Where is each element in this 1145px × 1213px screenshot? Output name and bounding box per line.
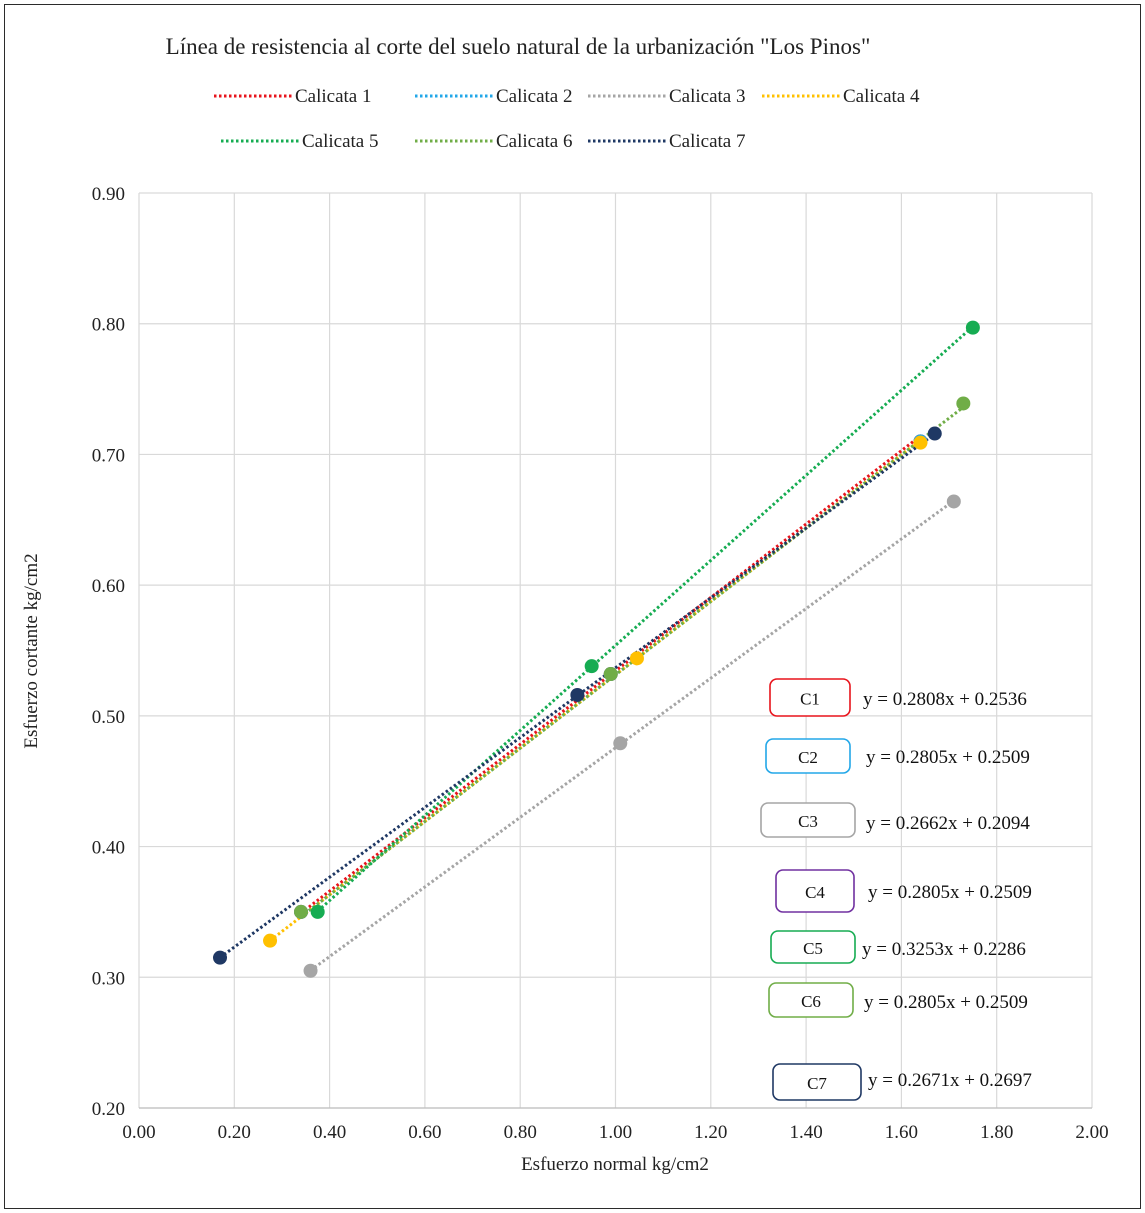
data-point [946, 494, 961, 509]
equation-box-label: C6 [801, 992, 821, 1011]
y-tick-label: 0.20 [92, 1099, 125, 1120]
data-point [310, 904, 325, 919]
data-point [913, 435, 928, 450]
legend: Calicata 1 Calicata 2 Calicata 3 Calicata 4… [214, 86, 920, 152]
chart-title: Línea de resistencia al corte del suelo … [166, 34, 871, 59]
equation-text: y = 0.3253x + 0.2286 [862, 939, 1026, 960]
equation-box [768, 982, 854, 1018]
y-tick-label: 0.50 [92, 707, 125, 728]
equation-box-label: C3 [798, 812, 818, 831]
data-point [213, 950, 228, 965]
x-tick-label: 1.80 [980, 1122, 1013, 1143]
x-axis-title: Esfuerzo normal kg/cm2 [521, 1154, 709, 1175]
equation-box [769, 678, 851, 717]
x-tick-label: 1.00 [599, 1122, 632, 1143]
equation-box-label: C1 [800, 690, 820, 709]
data-point [613, 736, 628, 751]
x-tick-label: 0.00 [122, 1122, 155, 1143]
equation-box-label: C4 [805, 883, 825, 902]
x-tick-label: 0.80 [504, 1122, 537, 1143]
legend-label: Calicata 7 [669, 131, 746, 152]
x-tick-label: 1.40 [789, 1122, 822, 1143]
grid [138, 192, 1093, 1109]
legend-label: Calicata 4 [843, 86, 920, 107]
equation-text: y = 0.2805x + 0.2509 [868, 882, 1032, 903]
equation-box-label: C5 [803, 939, 823, 958]
legend-label: Calicata 2 [496, 86, 573, 107]
data-point [965, 320, 980, 335]
data-point [956, 396, 971, 411]
equation-box [775, 869, 855, 913]
x-tick-label: 0.20 [218, 1122, 251, 1143]
equation-text: y = 0.2671x + 0.2697 [868, 1070, 1032, 1091]
data-points [213, 320, 980, 978]
data-point [629, 651, 644, 666]
y-tick-label: 0.60 [92, 576, 125, 597]
data-point [294, 904, 309, 919]
equation-box [760, 802, 856, 838]
data-point [570, 687, 585, 702]
trend-lines [219, 325, 974, 972]
y-tick-label: 0.40 [92, 838, 125, 859]
x-tick-label: 1.60 [885, 1122, 918, 1143]
legend-label: Calicata 3 [669, 86, 746, 107]
y-tick-label: 0.70 [92, 445, 125, 466]
equation-box [770, 930, 856, 964]
x-tick-label: 1.20 [694, 1122, 727, 1143]
data-point [303, 963, 318, 978]
equation-box [772, 1063, 862, 1101]
x-tick-label: 2.00 [1075, 1122, 1108, 1143]
legend-label: Calicata 6 [496, 131, 573, 152]
legend-label: Calicata 1 [295, 86, 372, 107]
y-tick-label: 0.80 [92, 315, 125, 336]
equation-text: y = 0.2805x + 0.2509 [866, 747, 1030, 768]
chart-frame [4, 4, 1141, 1209]
data-point [927, 426, 942, 441]
y-tick-label: 0.30 [92, 968, 125, 989]
y-tick-label: 0.90 [92, 184, 125, 205]
trend-line [309, 499, 955, 972]
x-tick-label: 0.60 [408, 1122, 441, 1143]
trend-line [316, 325, 974, 913]
equation-box-label: C2 [798, 748, 818, 767]
y-axis-ticks: 0.20 0.30 0.40 0.50 0.60 0.70 0.80 0.90 [92, 184, 125, 1120]
equation-text: y = 0.2808x + 0.2536 [863, 689, 1027, 710]
equation-box-label: C7 [807, 1074, 827, 1093]
equation-text: y = 0.2662x + 0.2094 [866, 813, 1030, 834]
x-tick-label: 0.40 [313, 1122, 346, 1143]
x-axis-ticks: 0.00 0.20 0.40 0.60 0.80 1.00 1.20 1.40 1.60 1.80… [122, 1122, 1108, 1143]
equation-box [765, 738, 851, 774]
y-axis-title: Esfuerzo cortante kg/cm2 [21, 553, 42, 748]
data-point [603, 667, 618, 682]
data-point [263, 933, 278, 948]
equation-text: y = 0.2805x + 0.2509 [864, 992, 1028, 1013]
data-point [584, 659, 599, 674]
legend-label: Calicata 5 [302, 131, 379, 152]
equation-labels: C1 y = 0.2808x + 0.2536 C2 y = 0.2805x + 0.… [760, 678, 1032, 1101]
